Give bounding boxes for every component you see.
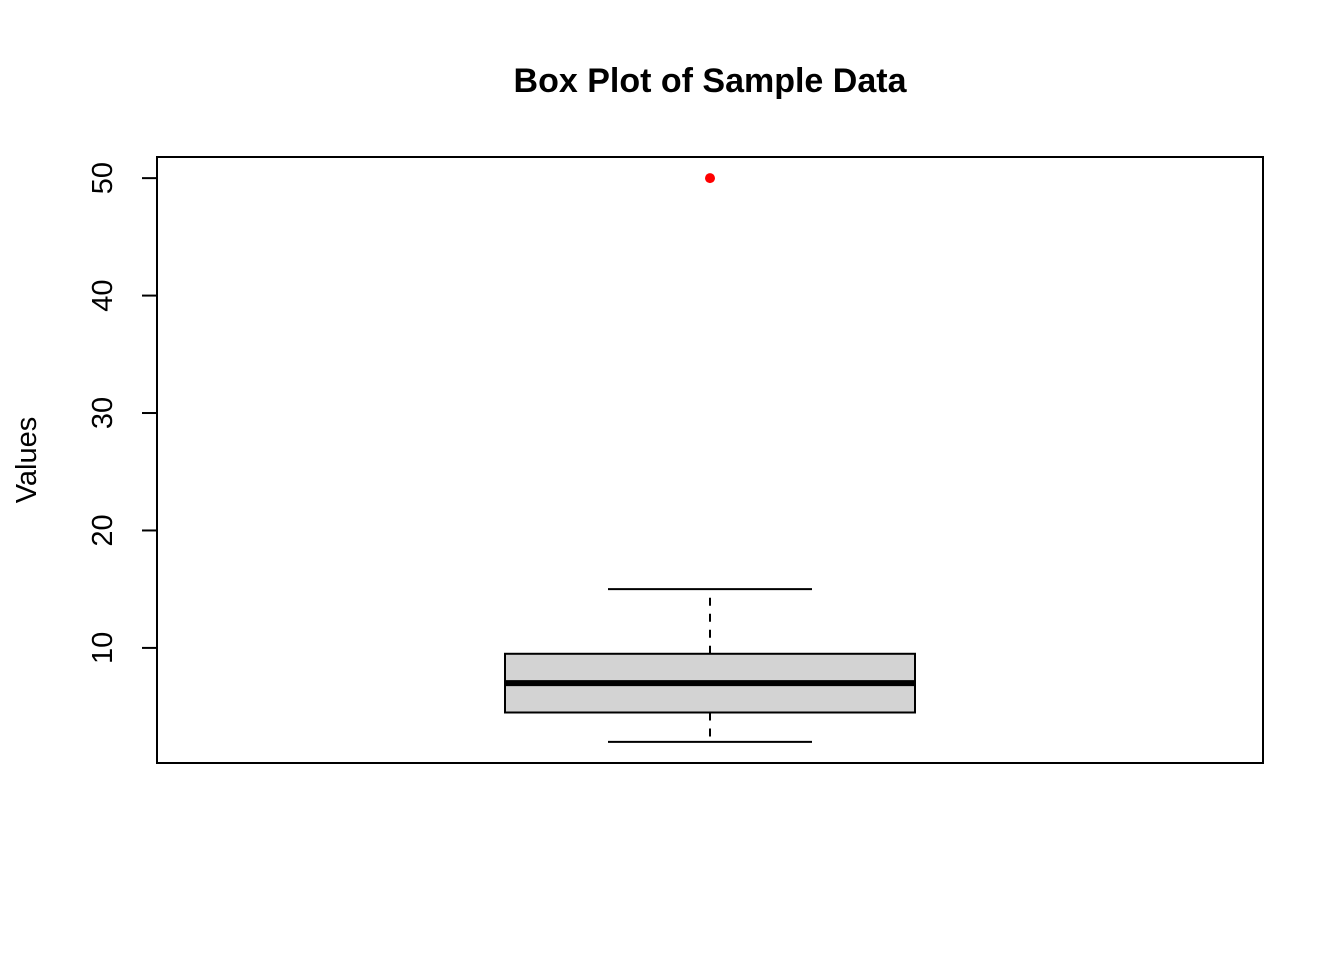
y-tick-label: 40 [87,279,119,311]
y-tick-label: 10 [87,632,119,664]
y-tick-label: 30 [87,397,119,429]
outlier-point [705,173,715,184]
y-tick-label: 20 [87,514,119,546]
y-tick-label: 50 [87,162,119,194]
y-axis: 10 20 30 40 50 [87,162,158,664]
chart-title: Box Plot of Sample Data [514,62,908,100]
box-plot [504,588,916,743]
y-axis-label: Values [11,417,43,504]
outlier-points [705,173,715,184]
